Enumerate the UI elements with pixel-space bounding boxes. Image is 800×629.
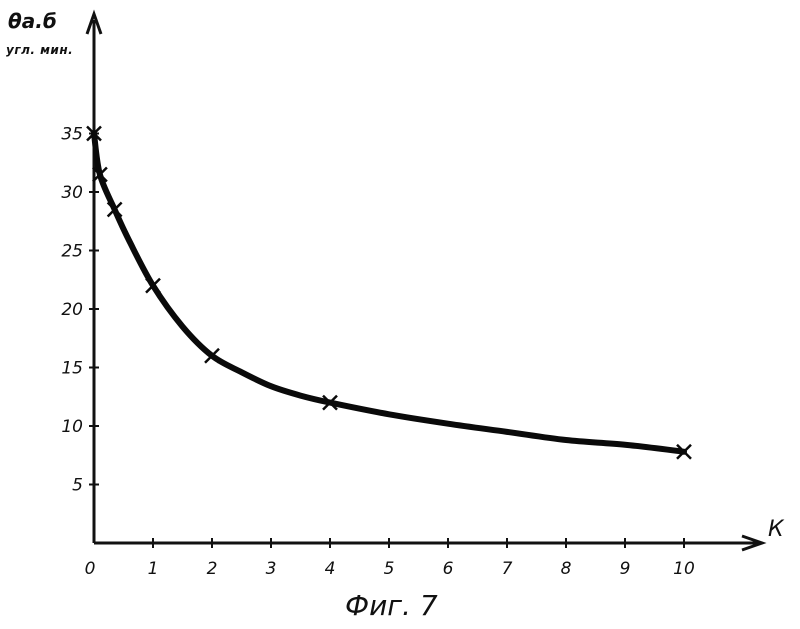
ticks: 0 1 2 3 4 5 6 7 8 9 10 5 10 15 20 25 30 35 [61,125,694,580]
axes [85,9,767,552]
marker-stroke [676,443,692,460]
data-point-marker [676,443,692,460]
x-axis-arrow [741,534,767,552]
x-tick-label: 6 [443,559,454,579]
marker-stroke [322,394,338,411]
y-tick-label: 30 [61,183,83,203]
series-curve [91,130,687,455]
data-point-marker [86,125,102,142]
x-tick-label: 4 [325,559,336,579]
x-tick-label: 1 [148,559,159,579]
figure-caption: Фиг. 7 [345,589,438,622]
y-tick-label: 10 [61,417,83,437]
data-point-marker [204,347,220,364]
x-tick-label: 5 [384,559,395,579]
marker-stroke [145,277,161,294]
x-tick-label: 10 [673,559,695,579]
y-axis-unit: угл. мин. [6,43,73,57]
marker-stroke [204,347,220,364]
y-axis-arrow [85,9,103,35]
data-point-marker [106,201,123,218]
data-point-marker [322,394,338,411]
y-tick-label: 15 [61,359,83,379]
x-tick-label: 8 [561,559,572,579]
y-axis-label: θа.б [8,9,57,33]
data-point-marker [92,166,108,183]
x-tick-label: 7 [502,559,513,579]
y-tick-label: 35 [61,125,83,145]
x-axis-label: К [768,517,785,542]
marker-stroke [106,201,123,218]
marker-stroke [86,125,102,142]
x-tick-label: 9 [620,559,631,579]
y-tick-label: 25 [61,242,83,262]
series [86,125,692,460]
x-tick-label: 2 [207,559,218,579]
marker-stroke [92,166,108,183]
y-tick-label: 20 [61,300,83,320]
x-tick-label: 3 [266,559,277,579]
y-tick-label: 5 [72,476,83,496]
data-point-marker [145,277,161,294]
x-tick-label: 0 [85,559,96,579]
